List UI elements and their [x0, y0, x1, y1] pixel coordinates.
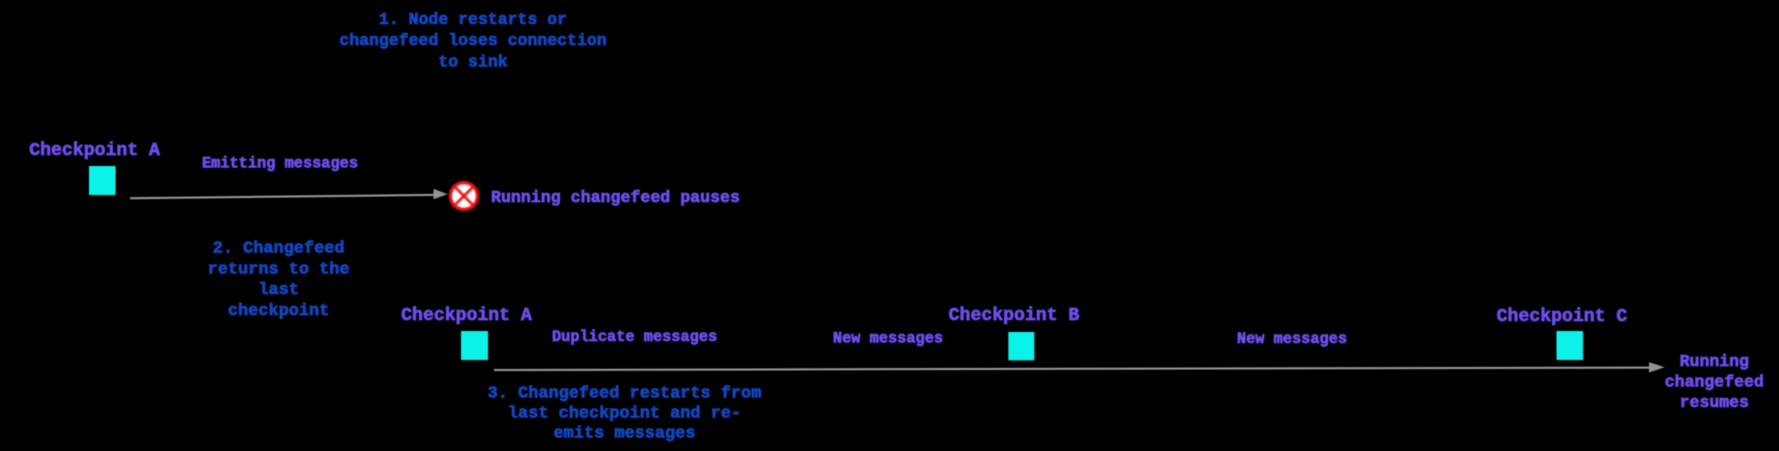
svg-text:2. Changefeed: 2. Changefeed [213, 240, 345, 259]
svg-text:last: last [258, 281, 299, 300]
svg-text:changefeed loses connection: changefeed loses connection [339, 31, 606, 50]
svg-text:to sink: to sink [438, 53, 507, 72]
svg-text:Checkpoint A: Checkpoint A [401, 306, 532, 326]
svg-text:New messages: New messages [833, 329, 943, 347]
svg-text:1. Node restarts or: 1. Node restarts or [379, 10, 567, 29]
svg-text:New messages: New messages [1237, 330, 1347, 348]
svg-text:Running: Running [1680, 352, 1749, 371]
svg-text:Duplicate messages: Duplicate messages [552, 328, 717, 346]
svg-text:emits messages: emits messages [554, 424, 696, 443]
svg-text:returns to the: returns to the [208, 260, 350, 279]
svg-text:checkpoint: checkpoint [228, 302, 329, 321]
svg-text:Checkpoint A: Checkpoint A [29, 141, 160, 161]
svg-text:resumes: resumes [1680, 393, 1749, 412]
svg-text:Checkpoint C: Checkpoint C [1497, 307, 1628, 327]
svg-text:Emitting messages: Emitting messages [202, 155, 358, 173]
svg-text:last checkpoint and re-: last checkpoint and re- [508, 405, 741, 424]
svg-text:changefeed: changefeed [1665, 373, 1764, 392]
svg-text:Running changefeed pauses: Running changefeed pauses [491, 188, 740, 207]
svg-text:3. Changefeed restarts from: 3. Changefeed restarts from [488, 385, 762, 404]
svg-text:Checkpoint B: Checkpoint B [949, 306, 1080, 326]
